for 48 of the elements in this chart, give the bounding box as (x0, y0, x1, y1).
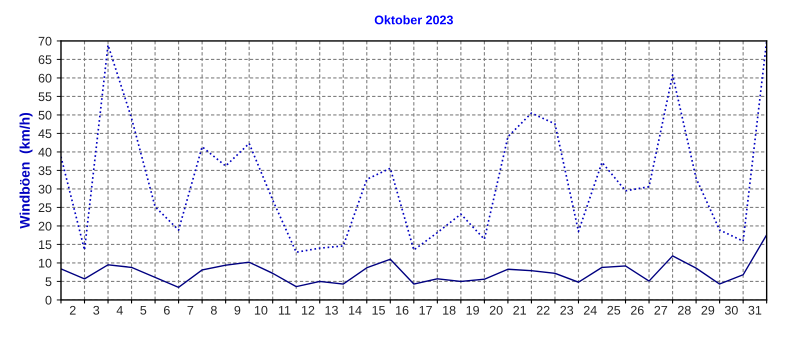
x-tick-label: 22 (536, 306, 550, 315)
x-tick-label: 7 (188, 306, 194, 315)
x-tick-label: 23 (560, 306, 574, 315)
x-tick-label: 4 (116, 306, 123, 315)
x-tick-label: 18 (443, 306, 456, 315)
y-tick-label: 15 (39, 240, 52, 250)
y-tick-label: 50 (38, 110, 52, 120)
x-tick-label: 10 (254, 306, 268, 315)
y-tick-label: 5 (46, 277, 52, 286)
x-tick-label: 15 (372, 306, 385, 315)
x-tick-label: 9 (234, 306, 240, 315)
chart-title: Oktober 2023 (374, 15, 453, 24)
x-tick-label: 5 (140, 306, 146, 315)
x-tick-label: 13 (325, 306, 338, 315)
y-tick-label: 70 (38, 36, 52, 46)
x-tick-label: 8 (210, 306, 217, 315)
x-tick-label: 28 (678, 306, 691, 315)
x-tick-label: 27 (654, 306, 668, 315)
x-tick-label: 17 (420, 306, 432, 315)
x-tick-label: 12 (302, 306, 314, 315)
y-tick-label: 55 (38, 92, 52, 102)
x-tick-label: 3 (93, 306, 100, 315)
y-axis-title: Windböen (km/h) (20, 112, 32, 229)
x-tick-label: 20 (490, 306, 503, 315)
x-tick-label: 11 (278, 306, 290, 315)
x-tick-label: 21 (513, 306, 526, 315)
y-tick-label: 25 (38, 203, 52, 212)
y-tick-label: 35 (38, 166, 52, 176)
y-tick-label: 0 (45, 296, 52, 305)
x-tick-label: 19 (466, 306, 479, 315)
y-tick-label: 45 (38, 129, 52, 138)
x-tick-label: 2 (70, 306, 76, 315)
y-tick-label: 60 (38, 74, 52, 83)
line-series (60, 234, 767, 288)
y-tick-label: 40 (38, 148, 52, 157)
x-tick-label: 26 (630, 306, 644, 315)
x-tick-label: 25 (607, 306, 620, 315)
x-tick-label: 14 (349, 306, 362, 315)
x-tick-label: 31 (748, 306, 762, 315)
x-tick-label: 16 (396, 306, 408, 315)
x-tick-label: 6 (164, 306, 170, 315)
y-tick-label: 10 (39, 258, 52, 268)
x-tick-label: 30 (724, 306, 738, 315)
y-tick-label: 65 (38, 55, 52, 64)
x-tick-label: 29 (702, 306, 714, 315)
y-tick-label: 20 (38, 222, 52, 231)
x-tick-label: 24 (584, 306, 597, 315)
y-tick-label: 30 (38, 184, 52, 194)
